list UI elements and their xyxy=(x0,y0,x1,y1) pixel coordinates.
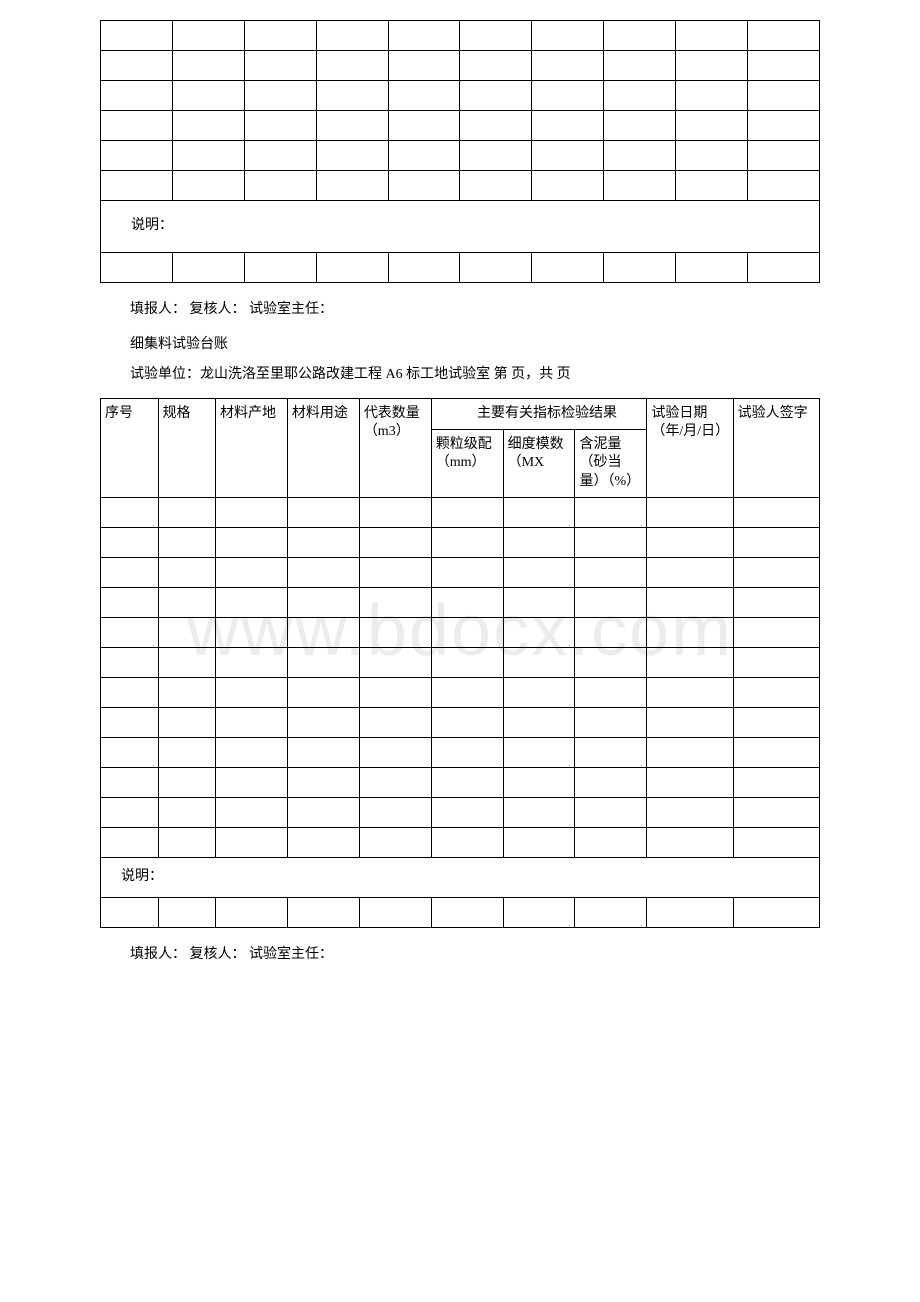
table-row xyxy=(101,171,820,201)
table-title: 细集料试验台账 xyxy=(130,333,820,353)
table-row xyxy=(101,707,820,737)
table-row xyxy=(101,557,820,587)
table-row xyxy=(101,21,820,51)
header-fineness: 细度模数（MX xyxy=(503,430,575,498)
top-partial-table: 说明： xyxy=(100,20,820,283)
footer-signatures-1: 填报人： 复核人： 试验室主任： xyxy=(130,298,820,318)
table-row xyxy=(101,767,820,797)
header-row-1: 序号 规格 材料产地 材料用途 代表数量（m3） 主要有关指标检验结果 试验日期… xyxy=(101,399,820,430)
table-row xyxy=(101,51,820,81)
note-label-2: 说明： xyxy=(101,857,820,897)
table-row xyxy=(101,253,820,283)
header-seq: 序号 xyxy=(101,399,159,498)
table-row xyxy=(101,527,820,557)
table-row xyxy=(101,617,820,647)
table-row xyxy=(101,647,820,677)
table-row xyxy=(101,797,820,827)
note-row: 说明： xyxy=(101,201,820,253)
table-row xyxy=(101,111,820,141)
table-row xyxy=(101,677,820,707)
header-qty: 代表数量（m3） xyxy=(359,399,431,498)
table-row xyxy=(101,587,820,617)
header-date: 试验日期（年/月/日） xyxy=(647,399,733,498)
note-label: 说明： xyxy=(101,201,820,253)
header-usage: 材料用途 xyxy=(287,399,359,498)
table-row xyxy=(101,81,820,111)
main-test-table: 序号 规格 材料产地 材料用途 代表数量（m3） 主要有关指标检验结果 试验日期… xyxy=(100,398,820,928)
table-subtitle: 试验单位：龙山洗洛至里耶公路改建工程 A6 标工地试验室 第 页，共 页 xyxy=(130,363,820,383)
header-origin: 材料产地 xyxy=(216,399,288,498)
header-mud: 含泥量（砂当量）（%） xyxy=(575,430,647,498)
header-spec: 规格 xyxy=(158,399,216,498)
table-row xyxy=(101,497,820,527)
note-row: 说明： xyxy=(101,857,820,897)
header-signer: 试验人签字 xyxy=(733,399,819,498)
footer-signatures-2: 填报人： 复核人： 试验室主任： xyxy=(130,943,820,963)
table-row xyxy=(101,827,820,857)
table-row xyxy=(101,737,820,767)
header-group: 主要有关指标检验结果 xyxy=(431,399,647,430)
table-row xyxy=(101,141,820,171)
header-grading: 颗粒级配（mm） xyxy=(431,430,503,498)
table-row xyxy=(101,897,820,927)
